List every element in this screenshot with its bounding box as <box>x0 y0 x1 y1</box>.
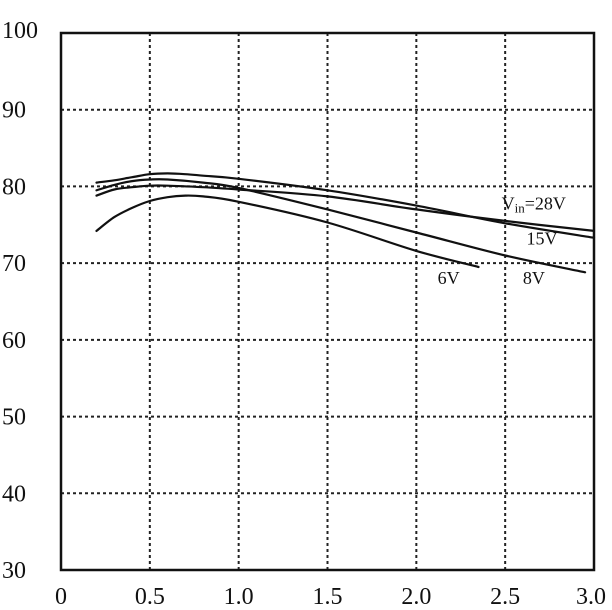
series-label: Vin=28V <box>502 193 566 215</box>
y-tick-label: 60 <box>2 328 26 354</box>
x-tick-label: 1.5 <box>313 584 343 610</box>
series-labels: Vin=28V 15V 8V 6V <box>438 193 566 287</box>
series-label: 6V <box>438 268 460 288</box>
x-tick-label: 0.5 <box>135 584 165 610</box>
y-tick-label: 100 <box>2 18 38 44</box>
series-line <box>95 172 596 239</box>
x-tick-label: 1.0 <box>224 584 254 610</box>
series-curves <box>95 172 596 274</box>
x-tick-label: 3.0 <box>576 584 606 610</box>
y-tick-label: 80 <box>2 174 26 200</box>
y-tick-label: 30 <box>2 558 26 584</box>
plot-frame <box>59 31 596 572</box>
series-label: 8V <box>523 268 545 288</box>
x-tick-label: 2.0 <box>401 584 431 610</box>
y-tick-label: 40 <box>2 481 26 507</box>
x-axis-ticks: 0 0.5 1.0 1.5 2.0 2.5 3.0 <box>55 584 606 610</box>
y-axis-ticks: 30 40 50 60 70 80 90 100 <box>2 18 38 584</box>
y-tick-label: 90 <box>2 98 26 124</box>
series-line <box>95 178 587 274</box>
y-tick-label: 70 <box>2 251 26 277</box>
series-line <box>95 194 480 269</box>
x-tick-label: 2.5 <box>490 584 520 610</box>
series-label: 15V <box>526 229 557 249</box>
grid-lines <box>61 33 594 570</box>
x-tick-label: 0 <box>55 584 67 610</box>
y-tick-label: 50 <box>2 405 26 431</box>
